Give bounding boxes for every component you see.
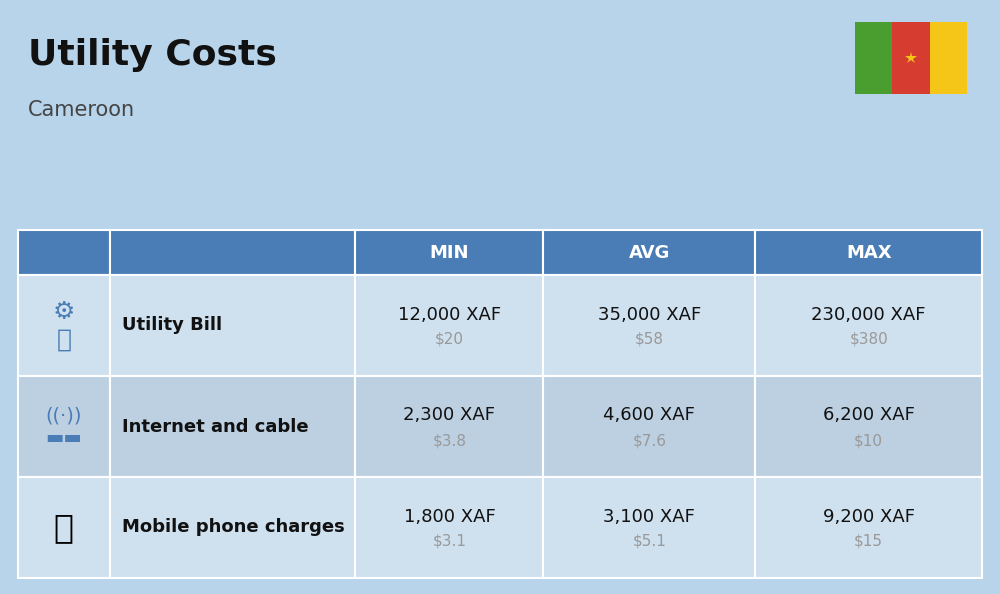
Text: ⚙
🔋: ⚙ 🔋: [53, 299, 75, 352]
Text: $20: $20: [435, 332, 464, 347]
Text: 1,800 XAF: 1,800 XAF: [404, 507, 495, 526]
Bar: [355, 275, 543, 376]
Bar: [110, 376, 355, 477]
Text: 35,000 XAF: 35,000 XAF: [598, 305, 701, 324]
Bar: [18, 477, 110, 578]
Bar: [355, 477, 543, 578]
Text: $7.6: $7.6: [632, 433, 666, 448]
Text: Utility Costs: Utility Costs: [28, 38, 277, 72]
Text: MAX: MAX: [846, 244, 892, 261]
Text: MIN: MIN: [430, 244, 469, 261]
Text: Cameroon: Cameroon: [28, 100, 135, 120]
Bar: [755, 230, 982, 275]
Bar: [930, 22, 967, 94]
Text: $380: $380: [849, 332, 888, 347]
Bar: [543, 376, 755, 477]
Text: 4,600 XAF: 4,600 XAF: [603, 406, 695, 425]
Text: $5.1: $5.1: [632, 534, 666, 549]
Bar: [543, 275, 755, 376]
Bar: [110, 230, 355, 275]
Text: $15: $15: [854, 534, 883, 549]
Text: $10: $10: [854, 433, 883, 448]
Bar: [110, 275, 355, 376]
Bar: [755, 376, 982, 477]
Bar: [543, 477, 755, 578]
Bar: [110, 477, 355, 578]
Text: AVG: AVG: [629, 244, 670, 261]
Text: $58: $58: [635, 332, 664, 347]
Bar: [18, 230, 110, 275]
Text: Internet and cable: Internet and cable: [122, 418, 308, 435]
Bar: [543, 230, 755, 275]
Text: 12,000 XAF: 12,000 XAF: [398, 305, 501, 324]
Bar: [355, 376, 543, 477]
Text: Utility Bill: Utility Bill: [122, 317, 222, 334]
Text: $3.1: $3.1: [432, 534, 466, 549]
Text: 📱: 📱: [54, 511, 74, 544]
Text: 230,000 XAF: 230,000 XAF: [811, 305, 926, 324]
Text: 9,200 XAF: 9,200 XAF: [823, 507, 915, 526]
Text: 3,100 XAF: 3,100 XAF: [603, 507, 695, 526]
Text: $3.8: $3.8: [432, 433, 466, 448]
Text: ((·))
▬▬: ((·)) ▬▬: [45, 406, 82, 447]
Bar: [892, 22, 930, 94]
Bar: [755, 275, 982, 376]
Bar: [355, 230, 543, 275]
Bar: [755, 477, 982, 578]
Text: Mobile phone charges: Mobile phone charges: [122, 519, 344, 536]
Text: 2,300 XAF: 2,300 XAF: [403, 406, 495, 425]
Bar: [18, 275, 110, 376]
Text: 6,200 XAF: 6,200 XAF: [823, 406, 915, 425]
Bar: [855, 22, 892, 94]
Bar: [18, 376, 110, 477]
